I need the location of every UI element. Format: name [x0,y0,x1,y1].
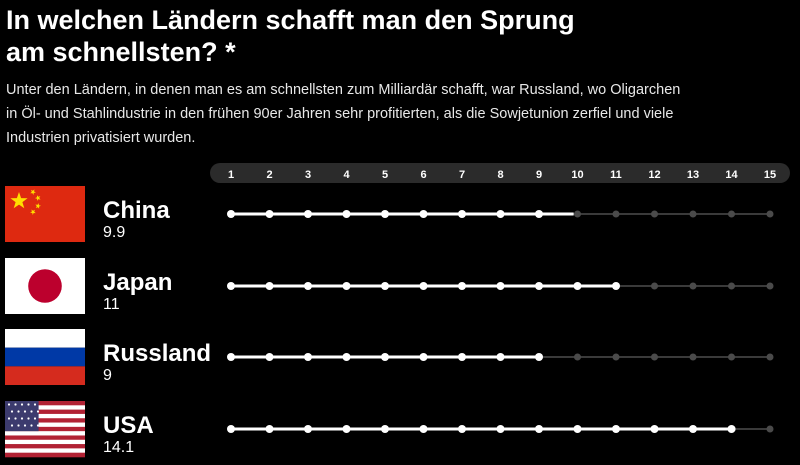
dot-empty [728,282,735,290]
dot-filled [496,282,505,290]
dot-filled [419,282,428,290]
dot-filled [304,282,312,290]
dot-empty [574,353,581,361]
russia-flag-icon [5,329,85,385]
dot-filled [227,425,235,433]
page-title: In welchen Ländern schafft man den Sprun… [6,5,575,67]
x-tick-label: 7 [459,169,465,181]
x-tick-label: 9 [536,169,542,181]
dot-filled [727,425,736,433]
dot-filled [265,282,274,290]
dot-filled [612,282,620,290]
dot-filled [342,353,351,361]
value-label: 14.1 [103,439,134,456]
dot-filled [304,353,312,361]
dot-empty [651,353,658,361]
dot-empty [689,282,697,290]
country-name: China [103,197,170,224]
dot-filled [227,210,235,218]
dot-filled [535,210,543,218]
x-tick-label: 2 [266,169,272,181]
usa-flag-icon [5,401,85,458]
dot-filled [535,353,543,361]
x-axis-ticks: 1 2 3 4 5 6 7 8 9 10 11 12 13 14 15 [228,169,776,181]
country-name: USA [103,412,154,439]
x-tick-label: 11 [610,169,622,181]
value-label: 9.9 [103,224,125,241]
dot-filled [419,353,428,361]
dot-filled [381,425,389,433]
dot-filled [458,282,466,290]
x-tick-label: 1 [228,169,234,181]
dot-empty [612,210,620,218]
dot-filled [496,353,505,361]
dot-filled [381,282,389,290]
x-tick-label: 4 [343,169,350,181]
x-tick-label: 15 [764,169,776,181]
dot-filled [535,425,543,433]
dot-filled [458,425,466,433]
japan-flag-icon [5,258,85,314]
x-tick-label: 5 [382,169,388,181]
dot-filled [573,282,582,290]
dot-empty [689,353,697,361]
dot-filled [304,425,312,433]
x-tick-label: 6 [420,169,426,181]
dot-filled [458,210,466,218]
x-tick-label: 12 [648,169,660,181]
x-tick-label: 8 [497,169,503,181]
x-tick-label: 14 [725,169,738,181]
dot-filled [342,210,351,218]
dot-filled [689,425,697,433]
dot-filled [419,210,428,218]
dot-empty [766,353,774,361]
dot-filled [381,210,389,218]
dot-empty [612,353,620,361]
china-flag-icon [5,186,85,242]
dot-filled [265,210,274,218]
dot-filled [227,353,235,361]
page-subtitle: Unter den Ländern, in denen man es am sc… [6,82,681,146]
dot-filled [265,353,274,361]
dot-filled [419,425,428,433]
dot-filled [458,353,466,361]
dot-filled [496,425,505,433]
dot-empty [766,425,774,433]
x-tick-label: 3 [305,169,311,181]
dot-empty [574,210,581,218]
x-tick-label: 10 [571,169,583,181]
dot-empty [651,282,658,290]
dot-empty [766,282,774,290]
dot-filled [265,425,274,433]
dot-empty [728,210,735,218]
axis-header-bar [210,163,790,183]
dot-filled [227,282,235,290]
dot-empty [651,210,658,218]
dot-filled [573,425,582,433]
value-label: 9 [103,367,112,384]
dot-empty [689,210,697,218]
dot-filled [342,282,351,290]
dot-empty [766,210,774,218]
x-tick-label: 13 [687,169,699,181]
dot-filled [381,353,389,361]
dot-empty [728,353,735,361]
dot-filled [535,282,543,290]
country-name: Russland [103,340,211,367]
country-name: Japan [103,269,172,296]
dot-filled [304,210,312,218]
dot-filled [650,425,659,433]
dot-filled [612,425,620,433]
value-label: 11 [103,296,120,313]
dot-filled [342,425,351,433]
dot-filled [496,210,505,218]
